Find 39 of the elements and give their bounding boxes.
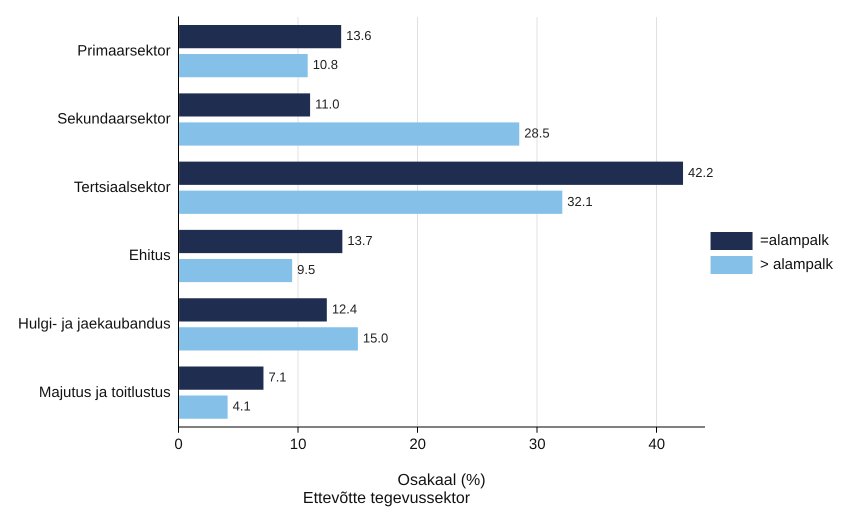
data-label: 13.7 <box>347 233 373 248</box>
data-label: 28.5 <box>524 126 550 141</box>
bar <box>179 366 264 390</box>
legend-label: > alampalk <box>760 256 834 274</box>
y-tick-label: Hulgi- ja jaekaubandus <box>18 315 171 332</box>
bar <box>179 93 310 117</box>
data-label: 4.1 <box>232 398 251 414</box>
x-tick-label: 20 <box>409 436 426 453</box>
bar <box>179 54 308 78</box>
bar <box>179 230 342 254</box>
bar <box>179 327 358 350</box>
data-label: 11.0 <box>315 96 340 112</box>
legend-label: =alampalk <box>760 232 830 250</box>
bar <box>179 162 684 185</box>
bar <box>179 258 292 282</box>
y-tick-label: Ehitus <box>128 247 171 264</box>
data-label: 15.0 <box>362 330 388 346</box>
data-label: 42.2 <box>688 164 714 180</box>
y-tick-label: Majutus ja toitlustus <box>38 384 171 401</box>
x-tick-label: 30 <box>528 436 546 453</box>
bar <box>179 25 342 48</box>
y-tick-label: Tertsiaalsektor <box>74 178 171 196</box>
x-tick-label: 10 <box>290 436 306 453</box>
bar <box>179 396 228 419</box>
data-label: 32.1 <box>567 194 593 209</box>
x-tick-label: 0 <box>174 436 183 453</box>
data-label: 9.5 <box>297 262 316 278</box>
data-label: 13.6 <box>346 28 372 44</box>
x-tick-label: 40 <box>648 436 666 453</box>
text: Ettevõtte tegevussektor <box>302 490 470 507</box>
x-axis-title: Osakaal (%) <box>398 472 486 489</box>
bar <box>179 298 327 322</box>
bar <box>179 190 562 214</box>
data-label: 7.1 <box>268 370 287 385</box>
y-tick-label: Primaarsektor <box>77 42 171 60</box>
data-label: 10.8 <box>312 57 338 72</box>
bar <box>179 122 520 146</box>
data-label: 12.4 <box>332 301 358 316</box>
y-tick-label: Sekundaarsektor <box>57 110 171 128</box>
